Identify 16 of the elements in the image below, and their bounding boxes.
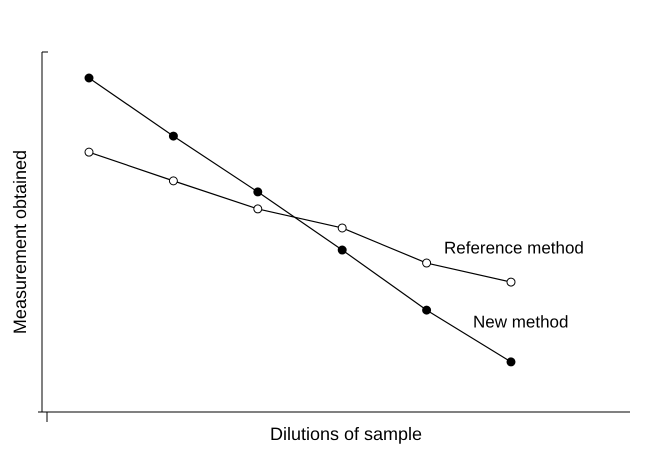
point <box>84 74 94 82</box>
point <box>422 306 432 315</box>
point <box>253 187 262 196</box>
point <box>338 223 347 232</box>
point <box>84 148 94 157</box>
series-label: New method <box>473 312 568 332</box>
point <box>506 278 516 287</box>
series-label: Reference method <box>444 238 584 258</box>
point <box>253 204 262 214</box>
point <box>168 176 178 186</box>
point <box>506 357 516 366</box>
point <box>168 132 178 141</box>
x-axis-title: Dilutions of sample <box>270 424 422 444</box>
point <box>422 258 432 268</box>
y-axis-title: Measurement obtained <box>10 150 30 334</box>
point <box>338 246 347 255</box>
